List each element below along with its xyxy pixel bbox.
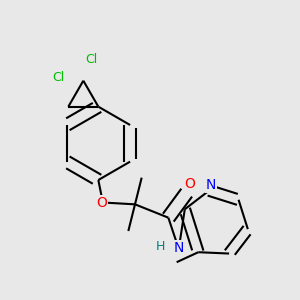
Text: O: O: [96, 196, 107, 210]
Text: N: N: [173, 241, 184, 255]
Text: Cl: Cl: [85, 52, 98, 65]
Text: Cl: Cl: [52, 71, 64, 84]
Text: H: H: [155, 239, 165, 253]
Text: O: O: [184, 177, 195, 191]
Text: N: N: [206, 178, 216, 191]
